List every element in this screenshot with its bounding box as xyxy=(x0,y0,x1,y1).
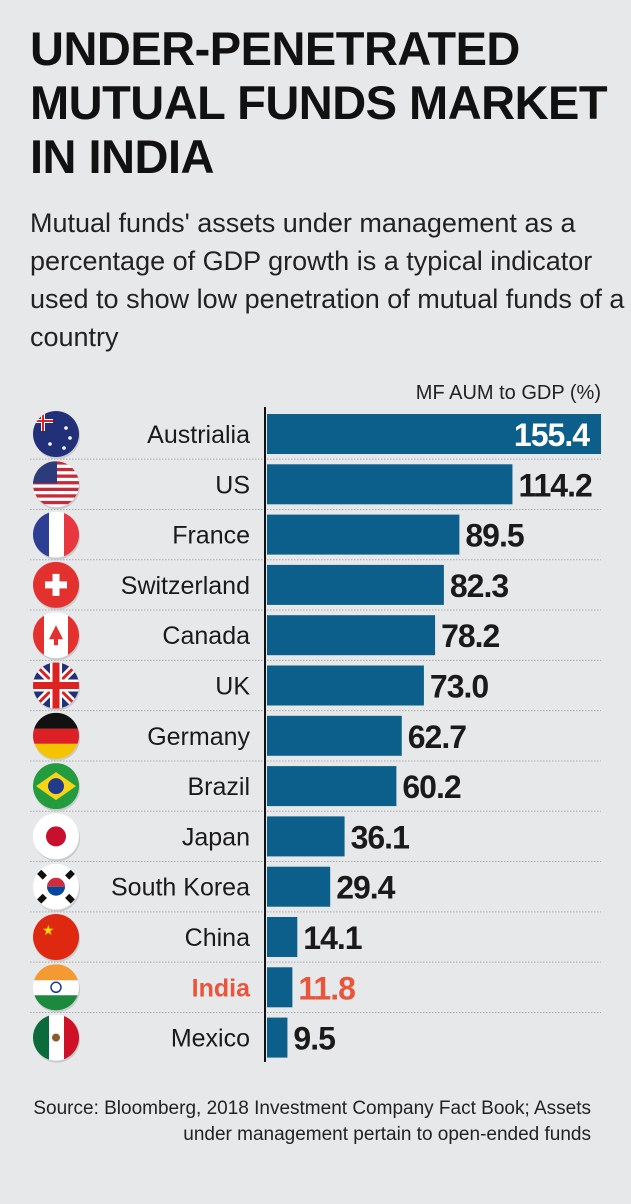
chart-title: UNDER-PENETRATED MUTUAL FUNDS MARKET IN … xyxy=(30,22,608,183)
bar xyxy=(267,564,444,605)
bar xyxy=(267,414,601,454)
category-label: Canada xyxy=(162,622,250,650)
bar-row: UK 73.0 xyxy=(30,662,601,712)
value-label: 78.2 xyxy=(441,618,499,654)
bar xyxy=(267,917,298,957)
bar xyxy=(267,715,402,756)
value-label: 60.2 xyxy=(402,769,460,805)
bar xyxy=(267,615,436,656)
category-label: Switzerland xyxy=(121,572,250,600)
value-label: 114.2 xyxy=(518,467,592,503)
australia-flag-icon xyxy=(33,411,80,459)
us-flag-icon xyxy=(33,461,80,510)
svg-text:★: ★ xyxy=(42,922,55,938)
uk-flag-icon xyxy=(33,662,80,711)
value-label: 11.8 xyxy=(298,970,355,1006)
bar xyxy=(267,1017,288,1058)
bar-row: Canada 78.2 xyxy=(30,612,601,661)
bar xyxy=(267,967,293,1008)
source-note: Source: Bloomberg, 2018 Investment Compa… xyxy=(33,1098,591,1145)
south-korea-flag-icon xyxy=(33,863,80,912)
bar-row: India 11.8 xyxy=(30,964,601,1013)
france-flag-icon xyxy=(33,511,80,560)
category-label: Japan xyxy=(182,823,250,851)
canada-flag-icon xyxy=(33,612,80,661)
category-label: Brazil xyxy=(187,773,250,801)
mexico-flag-icon xyxy=(33,1014,80,1063)
category-label: China xyxy=(185,924,250,952)
value-label: 9.5 xyxy=(293,1021,335,1057)
germany-flag-icon xyxy=(33,712,80,761)
bar-row: Austrialia 155.4 xyxy=(30,411,601,460)
bar-row: US 114.2 xyxy=(30,461,601,510)
value-label: 36.1 xyxy=(351,819,409,855)
category-label: India xyxy=(192,974,251,1002)
value-label: 29.4 xyxy=(336,870,395,906)
value-label: 82.3 xyxy=(450,568,508,604)
value-label: 89.5 xyxy=(465,518,523,554)
bar xyxy=(267,766,397,807)
china-flag-icon: ★ xyxy=(33,914,80,962)
unit-label: MF AUM to GDP (%) xyxy=(415,382,601,404)
category-label: Germany xyxy=(147,723,250,751)
india-flag-icon xyxy=(33,964,80,1013)
value-label: 73.0 xyxy=(430,669,488,705)
category-label: France xyxy=(172,522,250,550)
category-label: Mexico xyxy=(171,1025,250,1053)
brazil-flag-icon xyxy=(33,763,80,812)
bar xyxy=(267,816,345,857)
bar-row: Switzerland 82.3 xyxy=(30,561,601,611)
category-label: South Korea xyxy=(111,874,250,902)
bar-row: South Korea 29.4 xyxy=(30,863,601,913)
value-label: 14.1 xyxy=(303,920,361,956)
japan-flag-icon xyxy=(33,813,80,862)
bar xyxy=(267,514,460,555)
category-label: Austrialia xyxy=(147,421,250,449)
chart-subtitle: Mutual funds' assets under management as… xyxy=(30,208,625,352)
bar-row: ★ China 14.1 xyxy=(30,914,601,963)
value-label: 155.4 xyxy=(514,417,590,453)
bar xyxy=(267,464,513,505)
switzerland-flag-icon xyxy=(33,561,80,610)
bar-row: Japan 36.1 xyxy=(30,813,601,863)
bar-row: Mexico 9.5 xyxy=(33,1014,336,1063)
category-label: UK xyxy=(215,673,250,701)
value-label: 62.7 xyxy=(408,719,466,755)
bar-row: Brazil 60.2 xyxy=(30,763,601,812)
bar xyxy=(267,866,331,907)
bar-row: France 89.5 xyxy=(30,511,601,561)
category-label: US xyxy=(215,471,250,499)
bar-row: Germany 62.7 xyxy=(30,712,601,762)
bar xyxy=(267,665,424,706)
